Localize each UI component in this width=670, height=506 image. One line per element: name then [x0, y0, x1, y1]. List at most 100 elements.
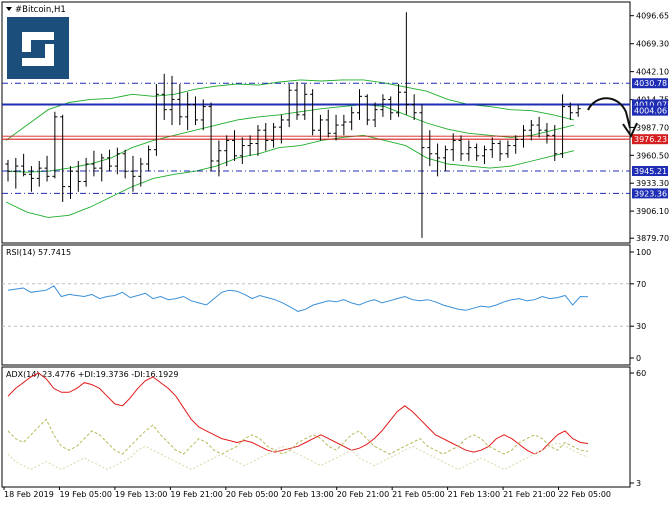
- price-y-tick-label: 4096.65: [636, 12, 669, 21]
- adx-series-line: [7, 418, 589, 455]
- candle: [450, 133, 456, 161]
- price-level-badge: [632, 134, 668, 145]
- candle: [474, 143, 480, 161]
- candle: [99, 153, 105, 182]
- price-y-tick-label: 3960.50: [636, 151, 669, 160]
- candle: [536, 116, 542, 138]
- price-y-tick-label: 4042.10: [636, 68, 669, 77]
- broker-logo: [7, 17, 69, 79]
- chart-title-group: #Bitcoin,H1: [6, 5, 66, 15]
- price-level-label: 3976.23: [634, 135, 667, 144]
- adx-y-tick-label: 60: [636, 369, 646, 378]
- candle: [427, 130, 433, 167]
- candle: [567, 102, 573, 120]
- candle: [44, 155, 50, 182]
- forecast-arrow: [587, 97, 638, 139]
- price-level-badge: [632, 99, 668, 110]
- candle: [442, 145, 448, 172]
- price-level-label: 3945.21: [634, 167, 667, 176]
- candle: [185, 92, 191, 131]
- candle: [247, 135, 253, 156]
- logo-background: [7, 17, 69, 79]
- candle: [505, 140, 511, 158]
- candle: [60, 114, 66, 202]
- candle: [513, 135, 519, 154]
- candle: [325, 109, 331, 138]
- rsi-line: [7, 285, 589, 312]
- candle: [153, 84, 159, 156]
- time-axis-label: 21 Feb 05:00: [392, 490, 444, 499]
- rsi-panel[interactable]: RSI(14) 57.7415 100 70 30 0: [1, 244, 651, 366]
- candle: [302, 84, 308, 120]
- adx-panel[interactable]: ADX(14) 23.4776 +DI:19.3736 -DI:16.1929 6…: [1, 366, 646, 488]
- time-axis-label: 18 Feb 2019: [4, 490, 54, 499]
- candle: [28, 166, 34, 192]
- candle: [13, 157, 19, 189]
- candle: [146, 145, 152, 172]
- candle: [263, 123, 269, 151]
- price-y-tick-label: 3933.30: [636, 179, 669, 188]
- time-axis: 18 Feb 2019 19 Feb 05:00 19 Feb 13:00 19 Fe…: [3, 487, 611, 499]
- candle: [458, 135, 464, 161]
- triangle-down-icon: [6, 7, 12, 11]
- price-level-label: 4010.07: [634, 100, 667, 109]
- price-y-tick-label: 3987.70: [636, 123, 669, 132]
- logo-mark-icon: [22, 32, 54, 66]
- adx-panel-frame: [1, 366, 631, 488]
- candle: [333, 114, 339, 141]
- bollinger-upper-line: [5, 79, 575, 141]
- candle: [372, 102, 378, 128]
- time-axis-label: 22 Feb 05:00: [559, 490, 611, 499]
- time-axis-label: 21 Feb 21:00: [503, 490, 555, 499]
- candle: [489, 137, 495, 158]
- candle: [21, 153, 27, 177]
- candle: [216, 140, 222, 177]
- time-axis-label: 19 Feb 05:00: [59, 490, 111, 499]
- rsi-title: RSI(14) 57.7415: [6, 248, 71, 257]
- price-level-badge: [632, 78, 668, 89]
- candle: [161, 73, 167, 120]
- rsi-y-tick-label: 70: [636, 280, 646, 289]
- price-level-label: 3923.36: [634, 189, 667, 198]
- candle: [528, 119, 534, 141]
- arrowhead-icon: [622, 122, 638, 139]
- adx-series-line: [7, 372, 589, 455]
- candle: [560, 94, 566, 158]
- candle: [349, 106, 355, 131]
- rsi-panel-frame: [1, 244, 631, 366]
- rsi-y-tick-label: 30: [636, 322, 646, 331]
- candle: [521, 125, 527, 148]
- candle: [419, 104, 425, 238]
- price-y-tick-label: 4069.30: [636, 40, 669, 49]
- price-level-badge: [632, 105, 668, 116]
- candle: [388, 96, 394, 120]
- symbol-title: #Bitcoin,H1: [15, 5, 66, 15]
- candle: [200, 99, 206, 131]
- candle: [278, 114, 284, 144]
- time-axis-label: 21 Feb 13:00: [448, 490, 500, 499]
- candle: [396, 84, 402, 117]
- adx-series-line: [7, 441, 589, 471]
- candle: [232, 130, 238, 161]
- candle: [435, 143, 441, 177]
- candle: [356, 89, 362, 120]
- price-panel[interactable]: 4096.654069.304042.104014.753987.703960.…: [1, 1, 669, 244]
- candle: [83, 157, 89, 187]
- time-axis-label: 19 Feb 13:00: [115, 490, 167, 499]
- candle: [380, 94, 386, 117]
- candle: [36, 160, 42, 187]
- candle: [255, 125, 261, 156]
- candle: [52, 111, 58, 179]
- adx-title: ADX(14) 23.4776 +DI:19.3736 -DI:16.1929: [6, 370, 178, 379]
- adx-y-tick-label: 3: [636, 479, 641, 488]
- candle: [192, 96, 198, 126]
- price-level-badge: [632, 165, 668, 176]
- candle: [544, 123, 550, 144]
- candle: [75, 160, 81, 192]
- price-level-label: 4004.06: [634, 107, 667, 116]
- candle: [239, 137, 245, 165]
- candle: [481, 145, 487, 165]
- rsi-y-tick-label: 100: [636, 248, 651, 257]
